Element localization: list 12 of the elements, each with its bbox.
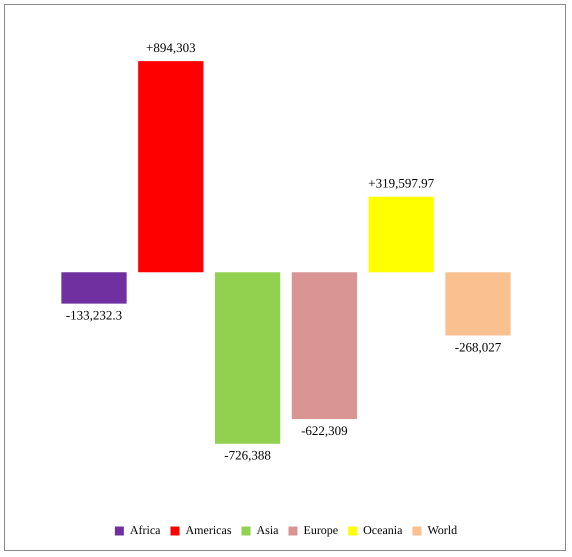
legend-label: Americas [186,523,232,538]
legend-label: Africa [130,523,162,538]
data-label: -726,388 [224,448,271,463]
data-label: -622,309 [301,423,348,438]
data-label: +894,303 [146,40,196,56]
legend-label: World [427,523,458,538]
legend-label: Asia [256,523,280,538]
data-label: -133,232.3 [66,308,122,323]
data-label: +319,597.97 [368,176,435,191]
legend-label: Oceania [363,523,404,538]
legend-label: Europe [303,523,338,538]
data-label: -268,027 [454,339,502,354]
